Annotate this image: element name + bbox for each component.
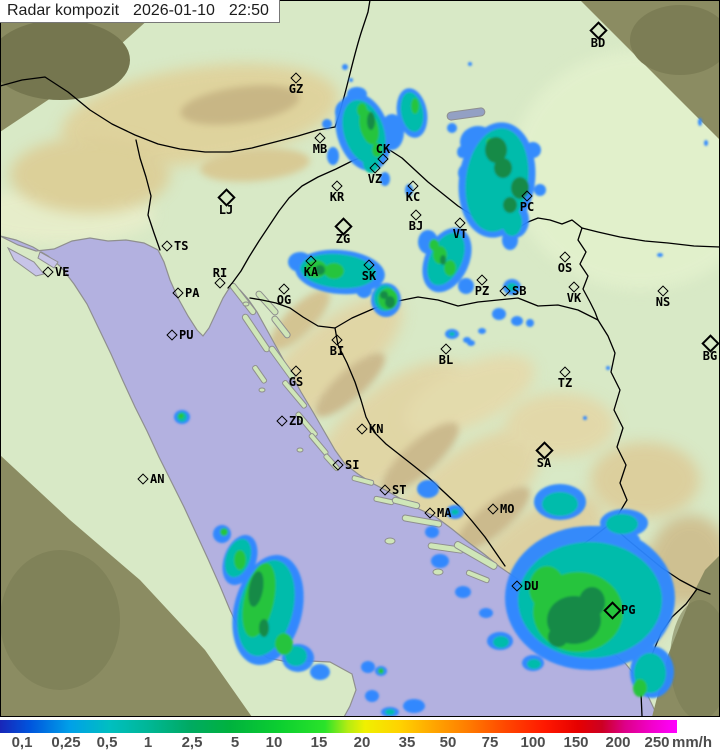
station-label: BI [329,344,345,358]
station-label: ZG [335,232,351,246]
scale-tick-10: 10 [265,734,283,751]
station-label: SA [536,456,552,470]
station-label: CK [375,142,391,156]
scale-tick-0,5: 0,5 [96,734,118,751]
scale-tick-50: 50 [439,734,457,751]
station-label: OG [276,293,292,307]
scale-tick-2,5: 2,5 [181,734,203,751]
station-label: PG [621,603,636,617]
scale-tick-0,25: 0,25 [51,734,81,751]
radar-date: 2026-01-10 [133,2,215,19]
precipitation-overlay [174,62,708,717]
station-label: MO [500,502,515,516]
station-label: GZ [288,82,304,96]
intensity-color-scale [0,720,677,733]
scale-tick-75: 75 [481,734,499,751]
scale-unit-label: mm/h [671,734,713,751]
station-label: VK [566,291,582,305]
station-label: SI [345,458,360,472]
scale-tick-250: 250 [644,734,670,751]
intensity-scale-labels: 0,1 0,25 0,5 1 2,5 5 10 15 20 35 50 75 100 150 200 250 m… [0,734,720,751]
station-label: KC [405,190,421,204]
station-label: MB [312,142,328,156]
scale-tick-35: 35 [398,734,416,751]
station-label: ZD [289,414,304,428]
scale-tick-20: 20 [353,734,371,751]
scale-tick-15: 15 [310,734,328,751]
station-label: KR [329,190,345,204]
venice-lagoon [6,246,59,277]
station-label: VT [452,227,468,241]
station-label: PC [519,200,535,214]
adriatic-sea [0,235,659,717]
station-label: AN [150,472,165,486]
scale-tick-200: 200 [605,734,631,751]
app-title: Radar kompozit [7,2,120,19]
station-label: TS [174,239,189,253]
title-bar: Radar kompozit 2026-01-10 22:50 [0,0,280,23]
scale-tick-1: 1 [143,734,153,751]
intensity-legend: 0,1 0,25 0,5 1 2,5 5 10 15 20 35 50 75 100 150 200 250 m… [0,717,720,751]
station-label: NS [655,295,671,309]
station-label: PA [185,286,200,300]
station-label: KN [369,422,384,436]
scale-tick-150: 150 [563,734,589,751]
scale-tick-0,1: 0,1 [11,734,33,751]
radar-map: BD GZ MB CK VZ KR KC LJ PC BJ VT ZG TS OS KA SK VE RI PZ SB… [0,0,720,717]
station-label: BD [590,36,606,50]
radar-time: 22:50 [228,2,269,19]
station-label: BJ [408,219,424,233]
station-label: BL [438,353,454,367]
station-label: KA [303,265,319,279]
station-label: BG [702,349,718,363]
station-label: PZ [474,284,490,298]
station-label: PU [179,328,194,342]
lake-balaton [446,107,486,121]
station-label: GS [288,375,304,389]
islands [229,282,498,584]
station-label: RI [212,266,228,280]
station-label: VE [55,265,70,279]
station-label: TZ [557,376,573,390]
station-label: SB [512,284,527,298]
station-label: VZ [367,172,383,186]
scale-tick-100: 100 [520,734,546,751]
station-label: OS [557,261,573,275]
station-label: SK [361,269,377,283]
scale-tick-5: 5 [230,734,240,751]
radar-map-canvas [0,0,720,717]
station-label: ST [392,483,407,497]
station-label: DU [524,579,539,593]
station-label: MA [437,506,452,520]
station-label: LJ [218,203,234,217]
